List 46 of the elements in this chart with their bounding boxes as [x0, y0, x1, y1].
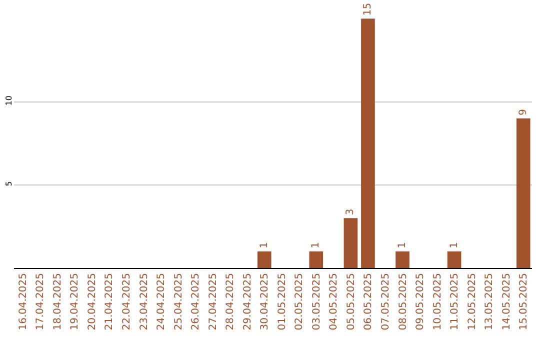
x-tick-label: 04.05.2025: [328, 273, 340, 330]
x-tick-label: 12.05.2025: [466, 273, 478, 330]
x-tick-label: 11.05.2025: [450, 273, 461, 330]
data-label: 1: [258, 242, 270, 248]
x-tick-label: 13.05.2025: [484, 273, 496, 330]
x-tick-label: 26.04.2025: [190, 273, 202, 330]
x-tick-label: 07.05.2025: [380, 273, 392, 330]
x-tick-label: 27.04.2025: [208, 273, 219, 330]
x-tick-label: 30.04.2025: [260, 273, 271, 330]
data-label: 3: [345, 208, 356, 216]
x-tick-label: 16.04.2025: [18, 273, 29, 330]
x-tick-label: 24.04.2025: [156, 273, 168, 330]
x-tick-label: 08.05.2025: [398, 273, 409, 330]
bar: [516, 118, 530, 268]
data-label: 1: [310, 242, 322, 248]
x-tick-label: 25.04.2025: [173, 273, 184, 330]
x-tick-label: 03.05.2025: [311, 273, 322, 330]
x-tick-label: 19.04.2025: [70, 273, 81, 330]
x-tick-label: 29.04.2025: [242, 273, 254, 330]
x-tick-label: 20.04.2025: [86, 273, 98, 330]
x-tick-label: 23.04.2025: [138, 273, 150, 330]
data-label: 1: [448, 242, 460, 248]
x-tick-label: 18.04.2025: [52, 273, 64, 330]
y-tick-label: 5: [4, 181, 14, 186]
x-tick-label: 15.05.2025: [518, 273, 530, 330]
x-tick-label: 17.04.2025: [35, 273, 46, 330]
bar: [396, 251, 410, 268]
data-label: 1: [397, 242, 408, 248]
bar: [361, 18, 375, 268]
data-label: 15: [362, 2, 374, 16]
bar: [447, 251, 462, 268]
x-tick-label: 09.05.2025: [415, 273, 426, 330]
bar: [309, 251, 324, 268]
x-tick-label: 05.05.2025: [346, 273, 357, 330]
x-tick-label: 10.05.2025: [432, 273, 444, 330]
x-tick-label: 22.04.2025: [121, 273, 132, 330]
x-tick-label: 14.05.2025: [501, 273, 512, 330]
x-tick-label: 21.04.2025: [104, 273, 116, 330]
x-tick-label: 06.05.2025: [363, 273, 374, 330]
bar: [344, 218, 358, 268]
x-tick-label: 28.04.2025: [225, 273, 236, 330]
x-tick-label: 01.05.2025: [276, 273, 288, 330]
bar: [257, 251, 272, 268]
data-label: 9: [518, 109, 529, 116]
x-tick-label: 02.05.2025: [294, 273, 306, 330]
y-tick-label: 10: [4, 95, 14, 106]
